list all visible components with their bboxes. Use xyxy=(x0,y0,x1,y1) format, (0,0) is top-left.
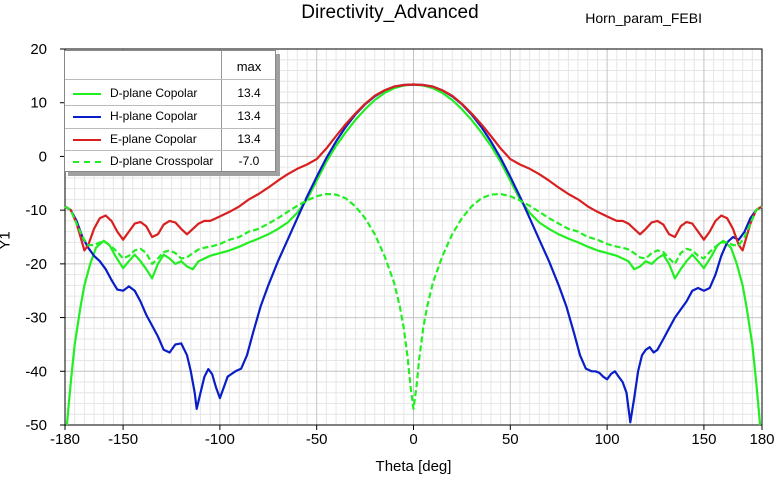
legend-series-max: 13.4 xyxy=(237,132,261,146)
legend-swatch xyxy=(73,161,101,163)
legend-column-divider xyxy=(221,51,222,171)
legend-series-name: E-plane Copolar xyxy=(110,132,197,146)
y-tick-label: 10 xyxy=(30,95,47,112)
legend-header-divider xyxy=(65,79,275,80)
legend-swatch xyxy=(73,93,101,95)
series-line-d-plane-crosspolar xyxy=(64,192,763,410)
y-tick-label: -20 xyxy=(25,256,47,273)
x-tick-label: -180 xyxy=(50,431,80,448)
x-tick-label: -50 xyxy=(306,431,328,448)
legend-max-header: max xyxy=(236,59,262,74)
legend-entry: E-plane Copolar 13.4 xyxy=(65,129,275,151)
chart-title: Directivity_Advanced xyxy=(301,2,479,23)
legend-row-divider xyxy=(65,105,275,106)
legend-series-name: D-plane Copolar xyxy=(110,86,198,100)
legend-swatch xyxy=(73,139,101,141)
y-tick-label: -50 xyxy=(25,417,47,434)
legend-row-divider xyxy=(65,150,275,151)
legend-swatch xyxy=(73,116,101,118)
x-tick-label: 100 xyxy=(595,431,620,448)
chart-subtitle: Horn_param_FEBI xyxy=(585,10,702,26)
legend-series-name: H-plane Copolar xyxy=(110,109,198,123)
legend-row-divider xyxy=(65,128,275,129)
y-tick-label: -40 xyxy=(25,363,47,380)
x-tick-label: 50 xyxy=(502,431,519,448)
y-tick-label: 0 xyxy=(39,148,47,165)
legend-series-max: 13.4 xyxy=(237,86,261,100)
y-axis-label: Y1 xyxy=(0,231,14,250)
y-tick-label: -30 xyxy=(25,310,47,327)
x-tick-label: -150 xyxy=(108,431,138,448)
legend-entry: H-plane Copolar 13.4 xyxy=(65,106,275,128)
series-line-e-plane-copolar xyxy=(64,83,763,252)
legend-entry: D-plane Crosspolar -7.0 xyxy=(65,151,275,173)
x-tick-label: 150 xyxy=(691,431,716,448)
legend-series-name: D-plane Crosspolar xyxy=(110,154,214,168)
x-tick-label: -100 xyxy=(205,431,235,448)
legend: max D-plane Copolar 13.4 H-plane Copolar… xyxy=(64,50,276,172)
x-tick-label: 0 xyxy=(409,431,417,448)
legend-entry: D-plane Copolar 13.4 xyxy=(65,83,275,105)
y-tick-label: -10 xyxy=(25,202,47,219)
series-layer xyxy=(64,83,763,426)
x-tick-label: 180 xyxy=(749,431,774,448)
legend-series-max: 13.4 xyxy=(237,109,261,123)
y-tick-label: 20 xyxy=(30,41,47,58)
x-axis-label: Theta [deg] xyxy=(375,458,452,475)
tick-label-layer: -180 -150 -100 -50 0 50 100 150 18020100-10-20-3… xyxy=(25,41,774,448)
legend-series-max: -7.0 xyxy=(238,154,260,168)
